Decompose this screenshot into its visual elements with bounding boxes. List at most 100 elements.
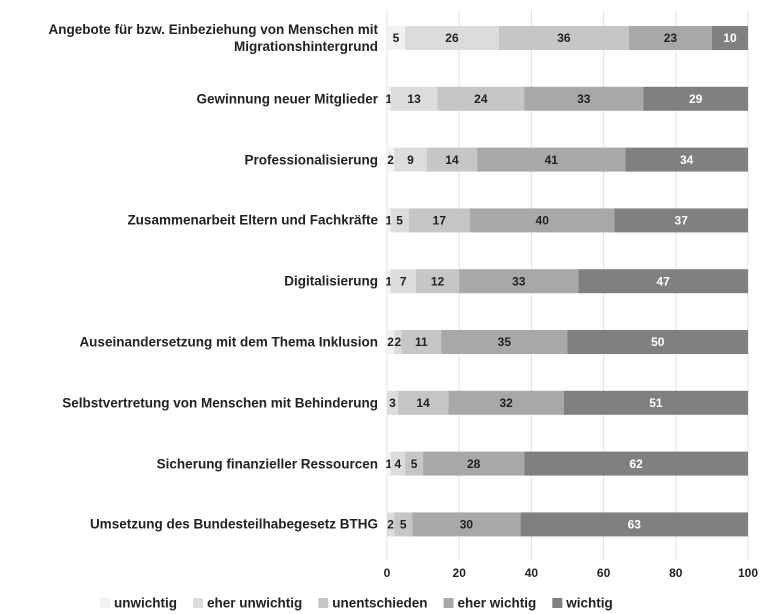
data-label: 34 [680,153,694,167]
data-label: 4 [394,457,401,471]
bar-segment [498,26,629,50]
bar-segment [405,451,424,476]
category-label: Selbstvertretung von Menschen mit Behind… [62,395,378,411]
data-label: 1 [385,457,392,471]
data-label: 1 [385,92,392,106]
legend-label: eher wichtig [458,596,537,611]
data-label: 5 [400,518,407,532]
data-label: 2 [394,335,401,349]
bar-segment [387,86,391,111]
category-label: Gewinnung neuer Mitglieder [196,91,378,107]
bar-segment [390,86,438,111]
category-label: Auseinandersetzung mit dem Thema Inklusi… [79,334,378,350]
data-label: 33 [512,274,526,288]
category-label: Umsetzung des Bundesteilhabegesetz BTHG [89,516,378,532]
data-label: 41 [545,153,559,167]
data-label: 28 [467,457,481,471]
data-label: 1 [385,214,392,228]
data-label: 10 [723,31,737,45]
data-label: 35 [498,335,512,349]
bar-segment [563,390,748,415]
bar-segment [524,86,644,111]
data-label: 5 [393,31,400,45]
bar-segment [448,390,564,415]
legend-label: unentschieden [332,596,427,611]
data-label: 40 [536,214,550,228]
data-label: 2 [387,335,394,349]
bar-segment [387,330,395,354]
data-label: 2 [387,518,394,532]
legend-swatch [318,598,329,608]
data-label: 62 [629,457,643,471]
bar-segment [387,147,395,172]
bar-segment [578,269,748,294]
bar-segment [567,330,748,354]
data-label: 24 [474,92,488,106]
bar-segment [390,451,406,476]
data-label: 17 [433,214,447,228]
category-label: Professionalisierung [244,152,378,168]
bar-segment [426,147,478,172]
data-label: 11 [415,335,428,349]
category-label: Sicherung finanzieller Ressourcen [156,456,378,472]
bar-segment [459,269,579,294]
bar-segment [394,330,402,354]
bar-segment [387,269,391,294]
legend-swatch [100,598,110,608]
data-label: 47 [656,274,670,288]
data-label: 29 [689,92,703,106]
x-tick-label: 0 [384,566,391,580]
bar-segment [423,451,525,476]
category-label: Angebote für bzw. Einbeziehung von Mensc… [48,22,378,54]
bar-segment [387,208,391,233]
x-tick-label: 100 [738,566,758,580]
bar-segment [405,26,499,50]
data-label: 9 [407,153,414,167]
data-label: 13 [407,92,421,106]
data-label: 5 [411,457,418,471]
bar-segment [643,86,748,111]
legend-label: wichtig [565,596,613,611]
bar-segment [408,208,471,233]
x-tick-label: 80 [669,566,683,580]
bar-segment [387,390,398,415]
data-label: 5 [396,214,403,228]
data-label: 1 [385,274,392,288]
data-label: 23 [664,31,678,45]
data-label: 51 [649,396,663,410]
x-tick-label: 20 [453,566,467,580]
bar-segment [394,512,413,537]
data-label: 63 [628,518,642,532]
bar-segment [477,147,626,172]
data-label: 37 [675,214,689,228]
x-tick-label: 40 [525,566,539,580]
data-label: 30 [460,518,474,532]
data-label: 2 [387,153,394,167]
bar-segment [524,451,748,476]
category-label: Zusammenarbeit Eltern und Fachkräfte [127,212,378,228]
data-label: 3 [389,396,396,410]
bar-segment [401,330,442,354]
bar-segment [387,26,406,50]
bar-segment [387,451,391,476]
bar-segment [628,26,712,50]
legend-label: unwichtig [114,596,177,611]
data-label: 14 [445,153,459,167]
bar-segment [625,147,748,172]
bar-segment [520,512,748,537]
data-label: 14 [416,396,430,410]
data-label: 33 [577,92,591,106]
legend-swatch [443,598,454,608]
category-label: Digitalisierung [284,273,378,289]
data-label: 36 [557,31,571,45]
bar-segment [390,269,416,294]
bar-segment [397,390,449,415]
bar-segment [387,512,395,537]
data-label: 32 [499,396,513,410]
bar-segment [394,147,427,172]
bar-segment [390,208,409,233]
bar-segment [412,512,521,537]
legend-swatch [552,598,563,608]
